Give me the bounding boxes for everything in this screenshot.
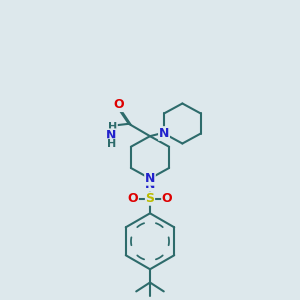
- Text: O: O: [113, 98, 124, 111]
- Text: N: N: [159, 127, 169, 140]
- Text: O: O: [128, 192, 138, 205]
- Text: N: N: [145, 178, 155, 191]
- Text: H: H: [108, 122, 117, 132]
- Text: N: N: [106, 129, 116, 142]
- Text: N: N: [159, 127, 169, 140]
- Text: S: S: [146, 192, 154, 205]
- Text: H: H: [106, 139, 116, 149]
- Text: O: O: [162, 192, 172, 205]
- Text: N: N: [145, 172, 155, 185]
